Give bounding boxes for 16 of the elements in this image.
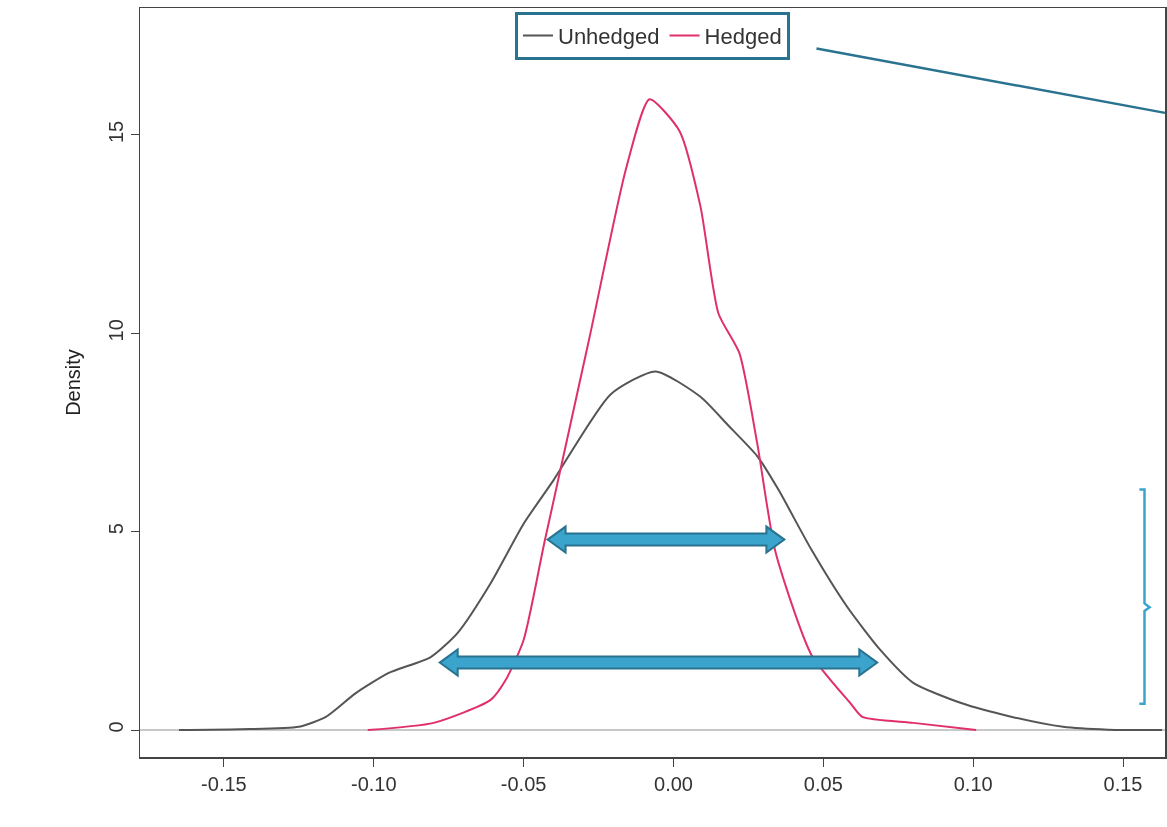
x-tick-label: -0.15: [201, 772, 247, 795]
x-tick-label: -0.05: [500, 772, 547, 795]
x-tick-label: 0.15: [1103, 772, 1143, 795]
y-tick-label: 0: [104, 721, 127, 733]
legend-label: Hedged: [704, 24, 782, 50]
y-tick-label: 5: [104, 523, 127, 535]
x-tick-label: 0.05: [803, 772, 843, 795]
x-tick-label: -0.10: [350, 772, 397, 795]
y-axis-title: Density: [62, 349, 85, 416]
line-series: [366, 98, 978, 732]
y-tick-label: 15: [104, 120, 127, 144]
y-tick-label: 10: [104, 319, 127, 342]
legend-label: Unhedged: [558, 24, 660, 50]
line-series: [177, 370, 1163, 732]
x-tick-label: 0.10: [953, 772, 993, 795]
x-tick-label: 0.00: [654, 772, 693, 795]
